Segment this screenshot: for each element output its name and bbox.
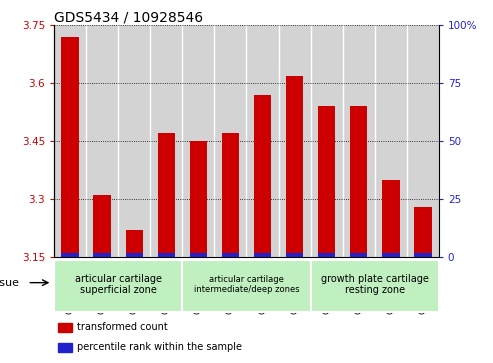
- Bar: [318, 253, 335, 257]
- Bar: [214, 25, 246, 257]
- Bar: [407, 25, 439, 257]
- Bar: [62, 253, 79, 257]
- Bar: [190, 253, 207, 257]
- Text: percentile rank within the sample: percentile rank within the sample: [77, 342, 242, 352]
- Bar: [94, 253, 111, 257]
- Bar: [254, 253, 271, 257]
- Text: transformed count: transformed count: [77, 322, 168, 332]
- Bar: [58, 343, 71, 352]
- Text: GDS5434 / 10928546: GDS5434 / 10928546: [54, 10, 203, 24]
- Bar: [222, 133, 239, 257]
- Bar: [350, 106, 367, 257]
- Bar: [158, 133, 175, 257]
- Bar: [343, 25, 375, 257]
- Bar: [286, 76, 303, 257]
- Bar: [62, 37, 79, 257]
- Bar: [94, 195, 111, 257]
- Text: tissue: tissue: [0, 278, 20, 287]
- Bar: [54, 260, 182, 311]
- Bar: [54, 25, 86, 257]
- Bar: [182, 260, 311, 311]
- Bar: [126, 230, 143, 257]
- Bar: [246, 25, 279, 257]
- Bar: [414, 253, 431, 257]
- Bar: [318, 106, 335, 257]
- Text: growth plate cartilage
resting zone: growth plate cartilage resting zone: [321, 274, 428, 295]
- Bar: [126, 253, 143, 257]
- Bar: [311, 260, 439, 311]
- Bar: [58, 323, 71, 332]
- Bar: [182, 25, 214, 257]
- Bar: [375, 25, 407, 257]
- Bar: [150, 25, 182, 257]
- Bar: [350, 253, 367, 257]
- Text: articular cartilage
intermediate/deep zones: articular cartilage intermediate/deep zo…: [194, 275, 299, 294]
- Bar: [382, 253, 399, 257]
- Bar: [190, 141, 207, 257]
- Bar: [414, 207, 431, 257]
- Bar: [222, 253, 239, 257]
- Text: articular cartilage
superficial zone: articular cartilage superficial zone: [75, 274, 162, 295]
- Bar: [279, 25, 311, 257]
- Bar: [118, 25, 150, 257]
- Bar: [158, 253, 175, 257]
- Bar: [86, 25, 118, 257]
- Bar: [286, 253, 303, 257]
- Bar: [382, 180, 399, 257]
- Bar: [311, 25, 343, 257]
- Bar: [254, 95, 271, 257]
